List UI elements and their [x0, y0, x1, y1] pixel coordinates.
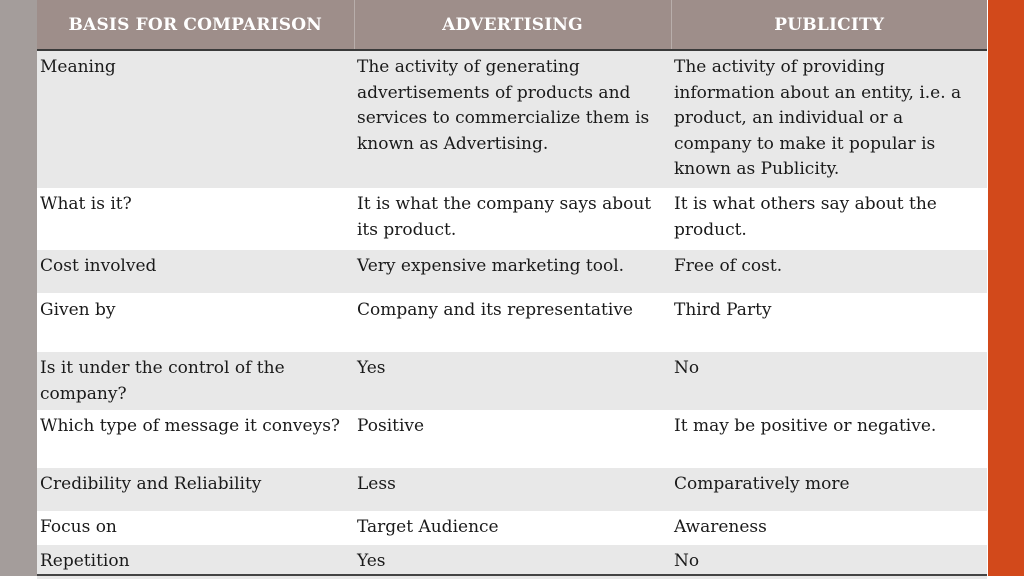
row-advertising: Company and its representative — [354, 293, 671, 352]
row-advertising: Yes — [354, 352, 671, 410]
row-publicity: The activity of providing information ab… — [671, 50, 987, 188]
header-basis: BASIS FOR COMPARISON — [37, 0, 355, 51]
table-row: Given by Company and its representative … — [37, 293, 987, 352]
table-row: Credibility and Reliability Less Compara… — [37, 468, 987, 511]
comparison-table: BASIS FOR COMPARISON ADVERTISING PUBLICI… — [37, 0, 987, 579]
row-basis: Repetition — [37, 545, 354, 579]
row-advertising: Yes — [354, 545, 671, 579]
row-publicity: No — [671, 545, 987, 579]
row-basis: Is it under the control of the company? — [37, 352, 354, 410]
row-publicity: Awareness — [671, 511, 987, 545]
row-advertising: Less — [354, 468, 671, 511]
row-advertising: The activity of generating advertisement… — [354, 50, 671, 188]
row-publicity: Free of cost. — [671, 250, 987, 294]
row-publicity: No — [671, 352, 987, 410]
table-row: Focus on Target Audience Awareness — [37, 511, 987, 545]
row-publicity: Third Party — [671, 293, 987, 352]
row-advertising: Positive — [354, 410, 671, 468]
row-basis: Credibility and Reliability — [37, 468, 354, 511]
row-advertising: Target Audience — [354, 511, 671, 545]
row-basis: Meaning — [37, 50, 354, 188]
header-publicity: PUBLICITY — [671, 0, 987, 51]
table-row: Is it under the control of the company? … — [37, 352, 987, 410]
row-advertising: Very expensive marketing tool. — [354, 250, 671, 294]
row-basis: Cost involved — [37, 250, 354, 294]
row-basis: Focus on — [37, 511, 354, 545]
table-row: Meaning The activity of generating adver… — [37, 50, 987, 188]
row-basis: Given by — [37, 293, 354, 352]
row-publicity: Comparatively more — [671, 468, 987, 511]
table-header-row: BASIS FOR COMPARISON ADVERTISING PUBLICI… — [37, 0, 987, 51]
header-advertising: ADVERTISING — [354, 0, 672, 51]
row-basis: What is it? — [37, 188, 354, 250]
row-publicity: It may be positive or negative. — [671, 410, 987, 468]
table-row: Cost involved Very expensive marketing t… — [37, 250, 987, 294]
left-accent-bar — [0, 0, 37, 576]
table-row: What is it? It is what the company says … — [37, 188, 987, 250]
row-publicity: It is what others say about the product. — [671, 188, 987, 250]
table-row: Which type of message it conveys? Positi… — [37, 410, 987, 468]
row-advertising: It is what the company says about its pr… — [354, 188, 671, 250]
table-row: Repetition Yes No — [37, 545, 987, 579]
right-accent-bar — [988, 0, 1024, 576]
table-bottom-border — [37, 574, 987, 576]
row-basis: Which type of message it conveys? — [37, 410, 354, 468]
